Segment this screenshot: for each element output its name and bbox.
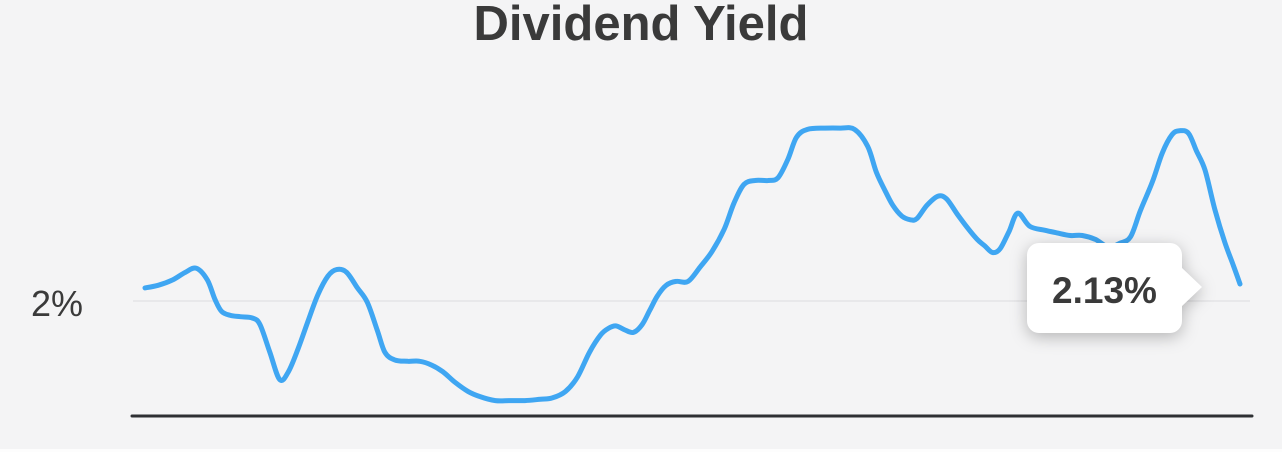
dividend-yield-series-line: [142, 125, 1243, 404]
chart-title: Dividend Yield: [473, 0, 809, 51]
tooltip-arrow-right-icon: [1181, 267, 1202, 307]
bottom-edge-strip: [0, 449, 1282, 452]
y-axis-tick-label-2pct: 2%: [31, 283, 84, 324]
value-tooltip: 2.13%: [1027, 243, 1202, 333]
tooltip-value-label: 2.13%: [1052, 270, 1157, 311]
